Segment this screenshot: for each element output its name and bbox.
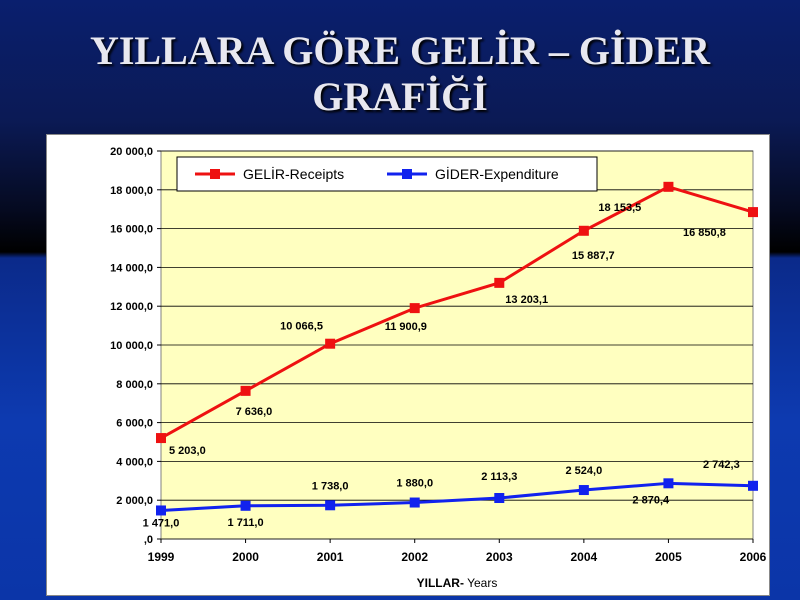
data-point-marker [578, 485, 589, 496]
y-tick-label: 2 000,0 [116, 495, 153, 507]
x-tick-label: 2000 [232, 550, 259, 564]
slide-title-line-2: GRAFİĞİ [312, 74, 488, 119]
data-label: 16 850,8 [683, 227, 726, 239]
data-point-marker [325, 500, 336, 511]
y-tick-label: 20 000,0 [110, 146, 153, 158]
data-point-marker [578, 225, 589, 236]
y-tick-label: 6 000,0 [116, 418, 153, 430]
series-line-receipts [160, 185, 754, 440]
x-tick-label: 2004 [571, 550, 598, 564]
data-label: 2 870,4 [632, 494, 670, 506]
data-label: 11 900,9 [385, 321, 427, 333]
y-tick-label: 14 000,0 [110, 262, 153, 274]
data-point-marker [240, 385, 251, 396]
chart-container: 20 000,0 18 000,0 16 000,0 14 000,0 12 000,0… [46, 134, 770, 596]
data-label: 1 471,0 [143, 517, 180, 529]
y-tick-label: 4 000,0 [116, 456, 153, 468]
line-chart: 20 000,0 18 000,0 16 000,0 14 000,0 12 000,0… [110, 146, 767, 590]
y-tick-label: 16 000,0 [110, 224, 153, 236]
x-axis-title: YILLAR- Years [417, 576, 498, 590]
data-label: 1 738,0 [312, 480, 349, 492]
y-tick-label: 18 000,0 [110, 185, 153, 197]
y-tick-label: 10 000,0 [110, 340, 153, 352]
data-label: 2 113,3 [481, 471, 517, 483]
data-point-marker [494, 277, 505, 288]
data-point-marker [409, 497, 420, 508]
data-label: 1 880,0 [396, 478, 433, 490]
data-point-marker [156, 505, 166, 516]
data-label: 2 742,3 [703, 459, 740, 471]
data-label: 18 153,5 [598, 202, 641, 214]
data-point-marker [748, 480, 758, 491]
data-point-marker [494, 493, 505, 504]
data-point-marker [156, 433, 166, 444]
data-label: 13 203,1 [505, 294, 548, 306]
slide-title-line-1: YILLARA GÖRE GELİR – GİDER [89, 28, 711, 73]
legend-label: GİDER-Expenditure [435, 165, 559, 182]
data-point-marker [663, 478, 674, 489]
y-tick-label: ,0 [144, 534, 153, 546]
series-line-expenditure [160, 481, 754, 512]
x-tick-label: 2001 [317, 550, 344, 564]
x-tick-label: 1999 [148, 550, 175, 564]
x-tick-label: 2002 [401, 550, 428, 564]
legend-marker [210, 169, 220, 179]
legend-marker [402, 169, 412, 179]
data-label: 15 887,7 [572, 250, 615, 262]
x-tick-label: 2006 [740, 550, 767, 564]
data-point-marker [240, 500, 251, 511]
data-label: 7 636,0 [236, 406, 273, 418]
data-label: 2 524,0 [566, 465, 603, 477]
data-point-marker [325, 338, 336, 349]
slide-title: YILLARA GÖRE GELİR – GİDER GRAFİĞİ [0, 28, 800, 120]
x-tick-label: 2005 [655, 550, 682, 564]
legend-label: GELİR-Receipts [243, 165, 344, 182]
data-point-marker [409, 303, 420, 314]
data-point-marker [748, 207, 758, 218]
data-label: 1 711,0 [228, 517, 264, 529]
y-tick-label: 12 000,0 [110, 301, 153, 313]
x-tick-label: 2003 [486, 550, 513, 564]
data-label: 5 203,0 [169, 445, 206, 457]
y-tick-label: 8 000,0 [116, 379, 153, 391]
data-point-marker [663, 181, 674, 192]
data-label: 10 066,5 [280, 321, 323, 333]
